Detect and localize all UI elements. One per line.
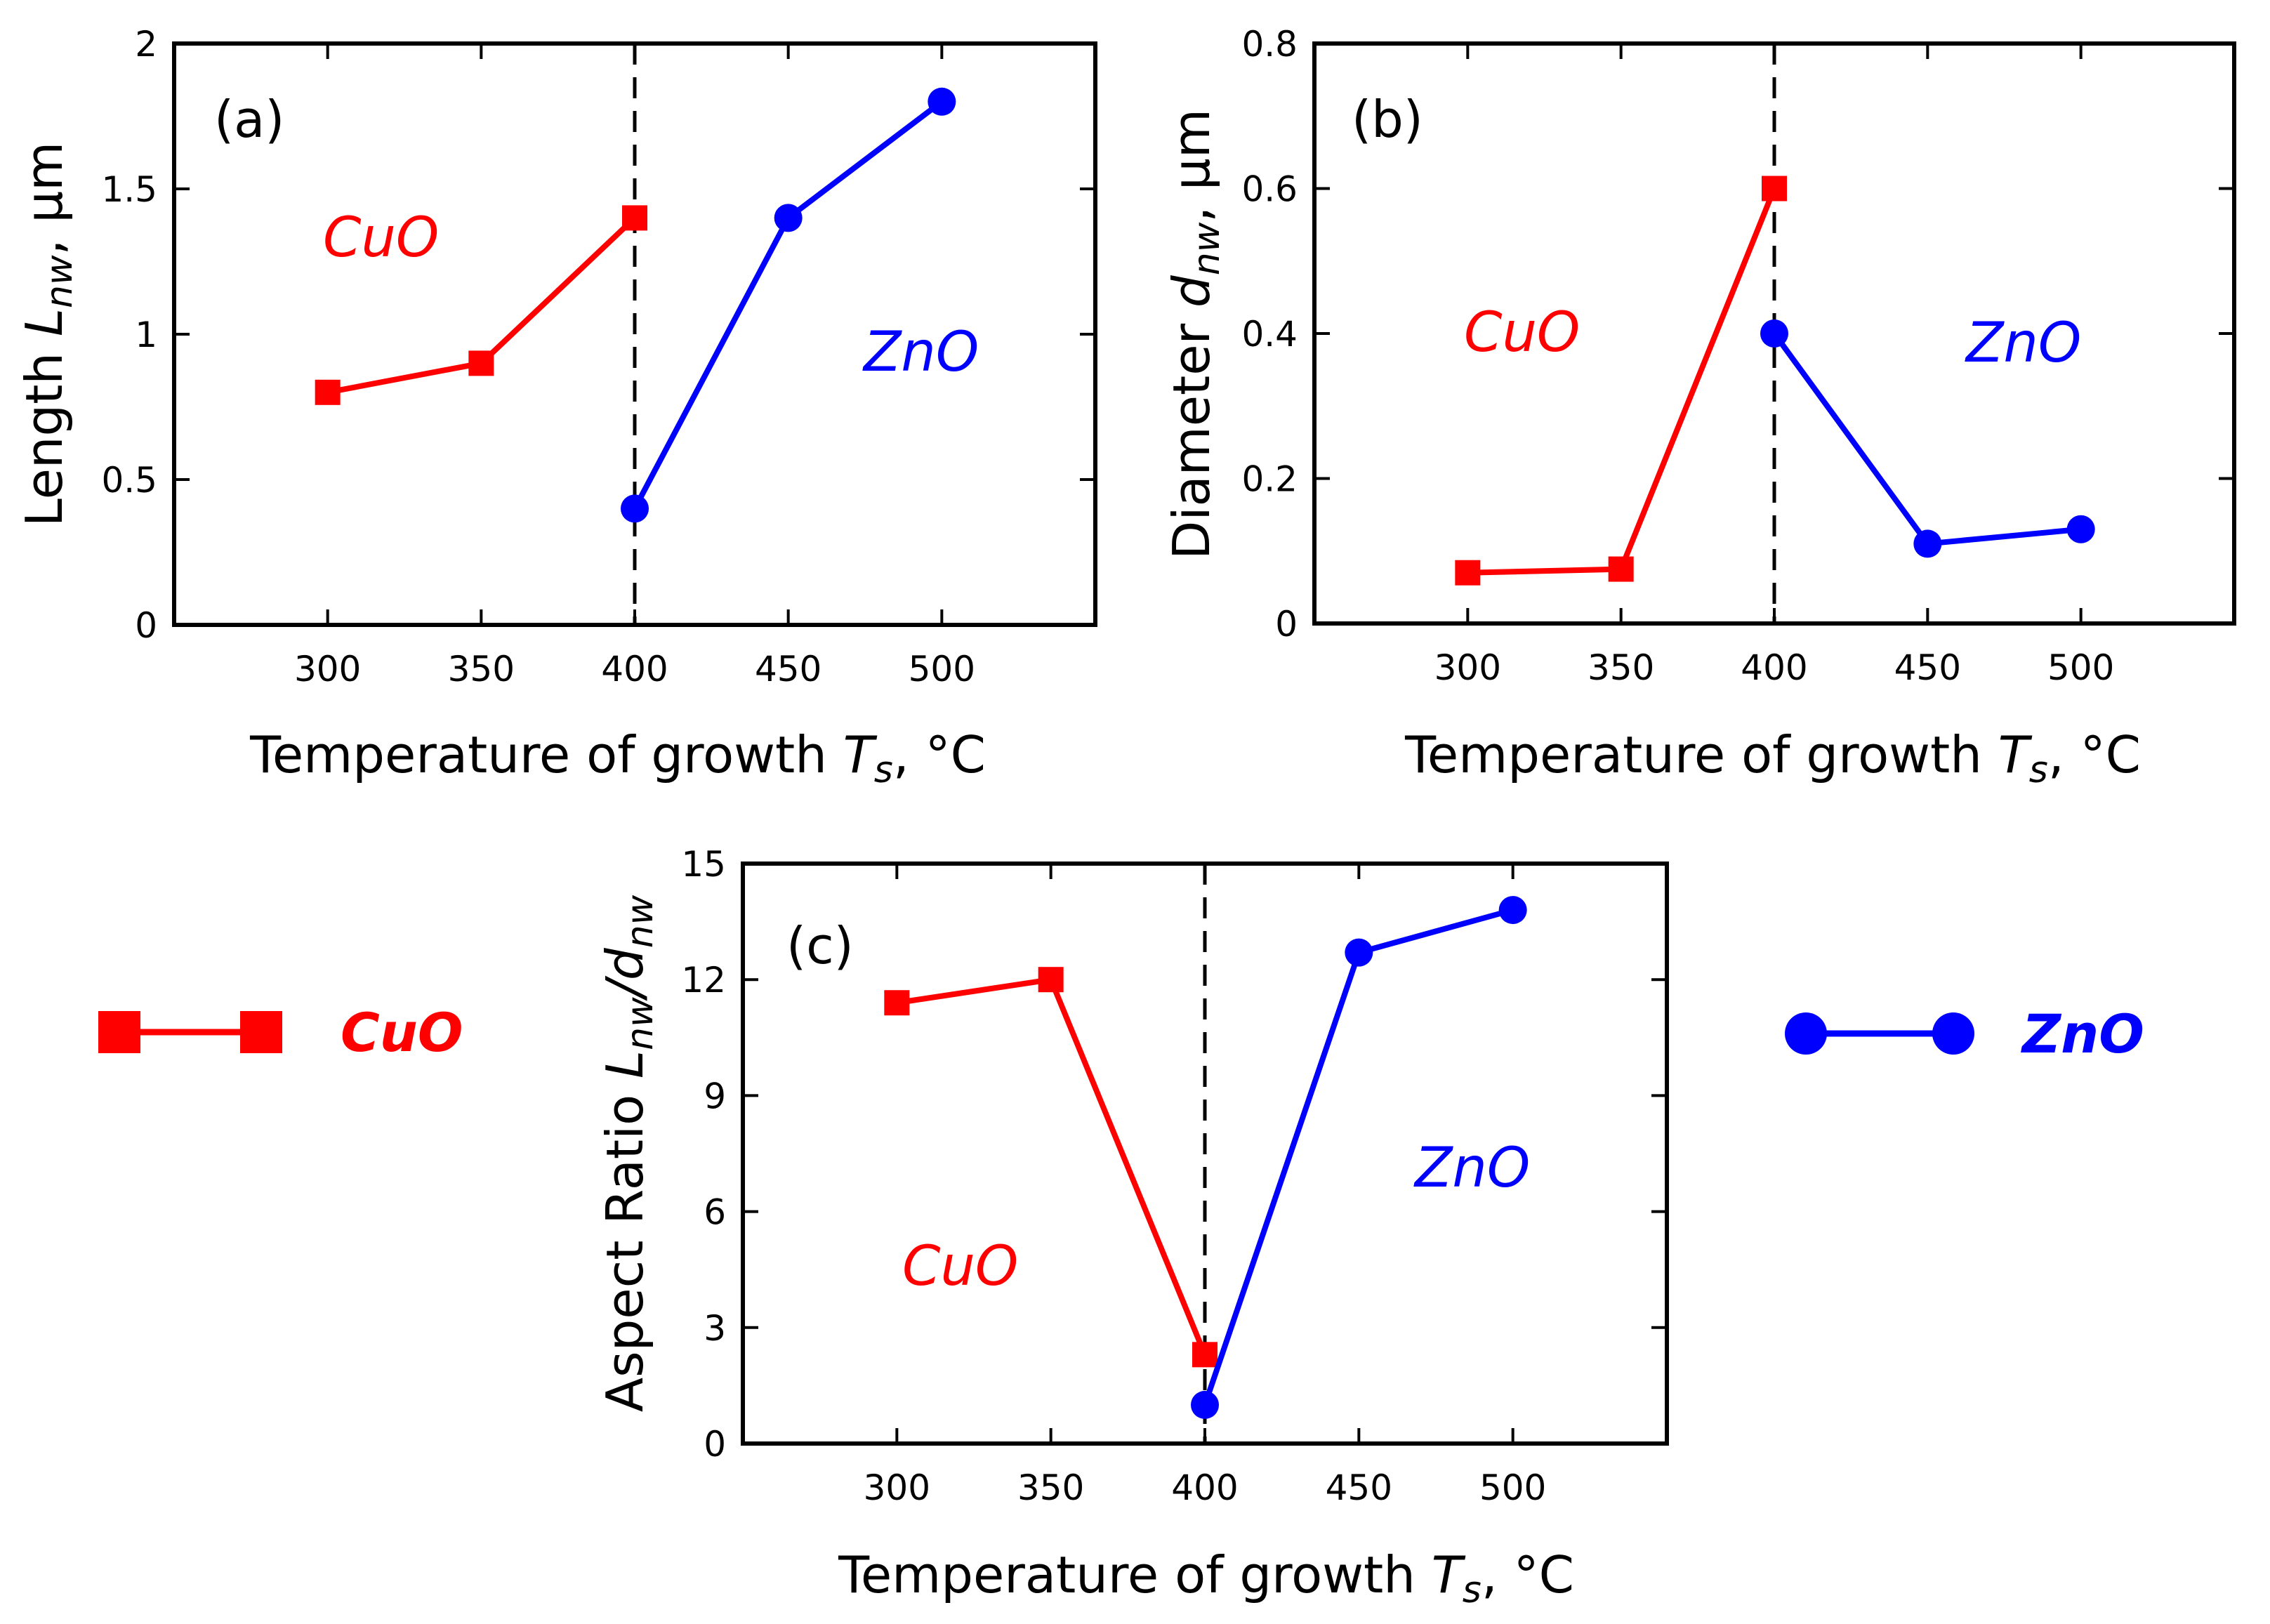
panel-b-plot: 300 350 400 450 500 0 0.2 0.4 0.6 0.8 [1241, 24, 2234, 688]
panel-c-x-tick-label: 450 [1326, 1467, 1392, 1508]
legend-zno-marker-right [1932, 1012, 1974, 1055]
panel-c-label: (c) [786, 916, 854, 975]
legend-zno-label: ZnO [2021, 1003, 2144, 1065]
panel-c-y-tick-label: 3 [704, 1308, 726, 1349]
panel-a-zno-line [632, 98, 945, 512]
panel-b-x-tick-label: 350 [1588, 647, 1654, 688]
panel-a-x-tick-label: 450 [755, 649, 821, 689]
panel-c-x-tick-label: 400 [1171, 1467, 1238, 1508]
panel-c-y-tick-label: 0 [704, 1424, 726, 1465]
legend-cuo-marker-left [98, 1011, 140, 1053]
panel-c-x-tick-label: 300 [864, 1467, 930, 1508]
panel-b-x-tick-label: 450 [1894, 647, 1961, 688]
panel-b-y-tick-label: 0.2 [1241, 459, 1298, 500]
panel-b-cuo-point-300 [1455, 560, 1481, 586]
panel-a-plot: 300 350 400 450 500 0 0.5 1 1.5 2 [101, 24, 1095, 689]
panel-c-cuo-line [894, 977, 1208, 1358]
panel-a-label: (a) [214, 90, 284, 149]
panel-a-zno-point-400 [621, 494, 649, 523]
panel-b-y-axis-label: Diameter dnw, µm [1162, 109, 1228, 560]
panel-a-x-tick-label: 400 [601, 649, 668, 689]
panel-a-y-tick-label: 1.5 [101, 169, 157, 210]
panel-c-cuo-point-400 [1192, 1342, 1218, 1368]
panel-b-x-axis-label: Temperature of growth Ts, °C [1404, 725, 2141, 791]
panel-a-cuo-point-350 [468, 350, 494, 376]
panel-a-x-tick-label: 500 [909, 649, 975, 689]
panel-c-x-axis-label: Temperature of growth Ts, °C [838, 1545, 1574, 1611]
panel-b-y-tick-label: 0.8 [1241, 24, 1298, 65]
panel-c-zno-annotation: ZnO [1413, 1137, 1530, 1200]
panel-b-x-tick-label: 400 [1741, 647, 1807, 688]
panel-b-zno-point-500 [2066, 515, 2095, 543]
panel-c-zno-point-400 [1191, 1390, 1219, 1419]
legend-cuo: CuO [98, 1001, 463, 1064]
panel-a-y-tick-label: 2 [135, 24, 157, 65]
legend-zno-marker-left [1785, 1012, 1827, 1055]
panel-b-cuo-point-350 [1608, 556, 1634, 582]
panel-b: 300 350 400 450 500 0 0.2 0.4 0.6 0.8 (b) CuO ZnO… [1162, 24, 2236, 791]
panel-c-cuo-point-350 [1038, 967, 1064, 993]
panel-c-x-tick-label: 500 [1479, 1467, 1546, 1508]
panel-c-y-tick-label: 9 [704, 1076, 726, 1116]
panel-b-y-tick-label: 0 [1275, 604, 1298, 645]
panel-a-y-tick-label: 0 [135, 605, 157, 646]
panel-a-x-axis-label: Temperature of growth Ts, °C [249, 725, 986, 791]
panel-c-plot: 300 350 400 450 500 0 3 6 9 12 15 [681, 844, 1667, 1508]
panel-b-x-tick-label: 300 [1434, 647, 1501, 688]
panel-c-y-tick-label: 12 [681, 960, 726, 1001]
panel-c-y-tick-label: 15 [681, 844, 726, 885]
panel-c-cuo-point-300 [884, 990, 910, 1016]
panel-b-y-tick-label: 0.4 [1241, 314, 1298, 355]
panel-a-y-tick-label: 0.5 [101, 460, 157, 501]
panel-a-y-axis-label: Length Lnw, µm [15, 142, 81, 527]
panel-c-y-axis-label: Aspect Ratio Lnw/dnw [595, 894, 661, 1412]
panel-b-zno-point-450 [1913, 529, 1942, 558]
panel-c: 300 350 400 450 500 0 3 6 9 12 15 (c) CuO ZnO Aspe… [595, 844, 1669, 1611]
panel-a-x-tick-label: 350 [448, 649, 515, 689]
panel-c-zno-point-500 [1498, 896, 1527, 925]
panel-b-cuo-line [1465, 185, 1777, 576]
panel-b-cuo-annotation: CuO [1464, 301, 1580, 364]
legend-cuo-marker-right [240, 1011, 282, 1053]
panel-a-cuo-annotation: CuO [323, 206, 439, 270]
panel-a-zno-annotation: ZnO [862, 321, 979, 384]
panel-b-y-tick-label: 0.6 [1241, 169, 1298, 210]
panel-a: 300 350 400 450 500 0 0.5 1 1.5 2 (a) CuO ZnO Len… [15, 24, 1097, 791]
panel-a-x-tick-label: 300 [294, 649, 361, 689]
panel-b-label: (b) [1352, 90, 1423, 149]
panel-a-zno-point-500 [928, 87, 956, 116]
legend-cuo-label: CuO [341, 1001, 463, 1064]
panel-b-zno-point-400 [1760, 319, 1788, 348]
panel-c-cuo-annotation: CuO [902, 1235, 1018, 1298]
panel-c-zno-point-450 [1345, 938, 1373, 967]
panel-a-zno-point-450 [774, 204, 803, 232]
panel-a-cuo-point-300 [315, 379, 341, 405]
legend-zno: ZnO [1785, 1003, 2144, 1065]
panel-c-y-tick-label: 6 [704, 1192, 726, 1233]
panel-c-x-tick-label: 350 [1017, 1467, 1084, 1508]
panel-a-cuo-point-400 [622, 205, 647, 231]
panel-a-y-tick-label: 1 [135, 315, 157, 355]
panel-b-x-tick-label: 500 [2047, 647, 2114, 688]
panel-b-cuo-point-400 [1762, 176, 1787, 202]
panel-b-zno-annotation: ZnO [1965, 312, 2081, 375]
